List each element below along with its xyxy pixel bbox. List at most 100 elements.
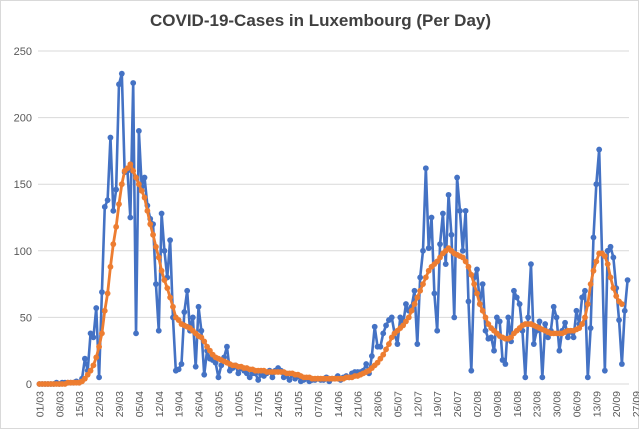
data-point-average — [462, 258, 469, 265]
data-point-daily — [113, 186, 120, 193]
data-point-daily — [459, 247, 466, 254]
data-point-daily — [516, 301, 523, 307]
data-point-daily — [431, 290, 438, 297]
data-point-daily — [624, 277, 631, 283]
data-point-average — [474, 290, 480, 297]
data-point-daily — [462, 207, 469, 214]
data-point-daily — [81, 355, 88, 362]
x-tick-label: 26/07 — [452, 391, 464, 417]
data-point-daily — [573, 307, 580, 314]
x-tick-label: 20/09 — [611, 391, 623, 417]
data-point-daily — [198, 327, 205, 334]
data-point-daily — [178, 361, 185, 367]
data-point-daily — [235, 370, 242, 377]
data-point-daily — [468, 367, 475, 374]
data-point-average — [425, 267, 432, 274]
data-point-average — [485, 321, 492, 327]
data-point-average — [167, 294, 174, 301]
y-tick-label: 250 — [14, 46, 32, 58]
data-point-daily — [528, 261, 534, 268]
data-point-daily — [93, 305, 100, 311]
data-point-daily — [155, 327, 162, 334]
data-point-average — [201, 338, 208, 345]
data-point-average — [403, 318, 409, 325]
data-point-daily — [175, 366, 182, 373]
data-point-daily — [556, 347, 563, 354]
data-point-daily — [587, 325, 594, 331]
x-tick-label: 13/09 — [591, 391, 603, 417]
y-tick-label: 200 — [14, 113, 32, 125]
x-tick-label: 08/03 — [54, 391, 66, 417]
data-point-daily — [224, 343, 230, 350]
data-point-daily — [422, 165, 429, 172]
data-point-daily — [184, 287, 191, 294]
data-point-average — [619, 301, 625, 307]
data-point-daily — [488, 334, 495, 341]
data-point-daily — [553, 314, 560, 321]
data-point-average — [582, 314, 588, 321]
data-point-daily — [403, 301, 409, 307]
data-point-average — [587, 281, 594, 287]
data-point-daily — [457, 207, 463, 214]
data-point-daily — [368, 353, 375, 359]
data-point-daily — [590, 234, 597, 241]
data-point-average — [124, 165, 131, 172]
data-point-daily — [434, 327, 441, 334]
data-point-average — [204, 343, 210, 350]
x-tick-label: 24/05 — [273, 391, 285, 417]
data-point-average — [388, 334, 395, 341]
data-point-daily — [545, 334, 551, 341]
data-point-daily — [593, 181, 600, 188]
x-tick-label: 02/08 — [472, 391, 484, 417]
data-point-daily — [135, 128, 142, 134]
data-point-average — [155, 254, 162, 261]
series-line-average — [39, 162, 623, 386]
data-point-daily — [579, 294, 586, 301]
data-point-daily — [255, 377, 262, 383]
data-point-average — [405, 314, 412, 321]
y-tick-label: 150 — [14, 179, 32, 191]
data-point-daily — [505, 314, 512, 321]
x-tick-label: 06/09 — [571, 391, 583, 417]
data-point-average — [96, 343, 102, 350]
data-point-daily — [542, 321, 549, 327]
data-point-average — [434, 258, 441, 265]
data-point-average — [113, 223, 120, 230]
data-point-average — [374, 359, 381, 366]
data-point-daily — [388, 314, 395, 321]
data-point-average — [127, 161, 134, 168]
data-point-average — [99, 330, 105, 337]
data-point-daily — [619, 361, 625, 367]
data-point-daily — [550, 303, 557, 310]
data-point-daily — [195, 303, 202, 310]
data-point-average — [90, 362, 97, 369]
data-point-daily — [525, 314, 532, 321]
gridlines — [38, 50, 629, 385]
data-point-daily — [192, 363, 199, 370]
data-point-daily — [448, 231, 455, 238]
data-point-average — [87, 367, 94, 374]
data-point-average — [84, 371, 91, 378]
data-point-average — [141, 194, 148, 201]
data-point-daily — [215, 374, 222, 381]
data-point-daily — [562, 319, 568, 326]
x-tick-label: 21/06 — [353, 391, 365, 417]
data-point-daily — [601, 367, 608, 374]
data-point-average — [130, 167, 137, 174]
data-point-average — [593, 258, 600, 265]
data-point-daily — [127, 214, 134, 221]
data-point-daily — [539, 374, 546, 381]
data-point-daily — [417, 274, 424, 281]
x-tick-label: 19/07 — [432, 391, 444, 417]
data-point-daily — [133, 330, 139, 337]
data-point-daily — [616, 317, 622, 323]
data-point-daily — [451, 314, 458, 321]
x-tick-label: 22/03 — [94, 391, 106, 417]
data-point-daily — [99, 289, 105, 295]
x-tick-label: 07/06 — [313, 391, 325, 417]
x-axis-ticks: 01/03 08/03 15/03 22/03 29/03 05/04 12/04 19/04… — [34, 391, 639, 417]
data-point-average — [107, 263, 114, 270]
data-point-daily — [371, 323, 378, 330]
series-line-daily — [39, 72, 629, 386]
